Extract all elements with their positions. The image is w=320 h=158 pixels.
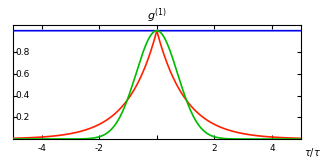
Title: $g^{(1)}$: $g^{(1)}$ — [147, 7, 167, 25]
Text: 0.2: 0.2 — [16, 113, 30, 122]
Text: 0.8: 0.8 — [16, 48, 30, 57]
Text: 0.4: 0.4 — [16, 91, 30, 100]
Text: $\tau/\tau_c$: $\tau/\tau_c$ — [304, 146, 320, 158]
Text: 0.6: 0.6 — [16, 70, 30, 79]
